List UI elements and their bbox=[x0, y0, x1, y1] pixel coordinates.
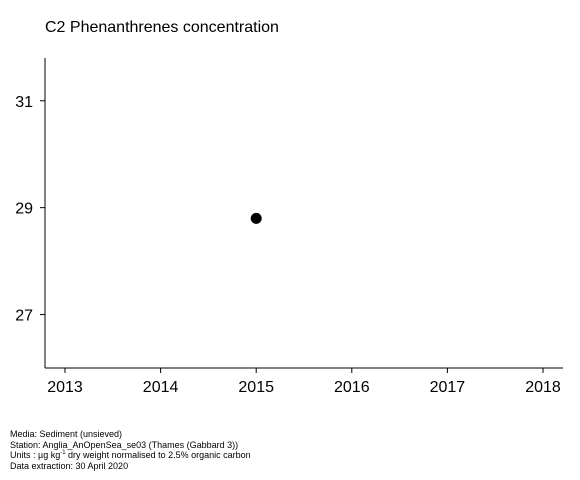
data-point bbox=[250, 212, 262, 224]
x-tick-label: 2018 bbox=[525, 379, 561, 396]
x-tick-label: 2013 bbox=[47, 379, 83, 396]
x-tick-label: 2014 bbox=[143, 379, 179, 396]
footer-notes: Media: Sediment (unsieved) Station: Angl… bbox=[10, 429, 251, 471]
footer-units-sup: -1 bbox=[60, 450, 66, 456]
x-tick-label: 2017 bbox=[430, 379, 466, 396]
footer-units-suffix: dry weight normalised to 2.5% organic ca… bbox=[65, 450, 251, 460]
y-tick-label: 29 bbox=[15, 201, 33, 218]
footer-units-prefix: Units : µg kg bbox=[10, 450, 61, 460]
y-tick-label: 31 bbox=[15, 94, 33, 111]
footer-station: Station: Anglia_AnOpenSea_se03 (Thames (… bbox=[10, 439, 239, 450]
footer-units: Units : µg kg-1 dry weight normalised to… bbox=[10, 450, 251, 461]
x-tick-label: 2016 bbox=[334, 379, 370, 396]
x-tick-label: 2015 bbox=[238, 379, 274, 396]
chart-title: C2 Phenanthrenes concentration bbox=[45, 19, 279, 36]
footer-extraction: Data extraction: 30 April 2020 bbox=[10, 460, 129, 471]
y-tick-label: 27 bbox=[15, 308, 33, 325]
footer-media: Media: Sediment (unsieved) bbox=[10, 429, 123, 439]
